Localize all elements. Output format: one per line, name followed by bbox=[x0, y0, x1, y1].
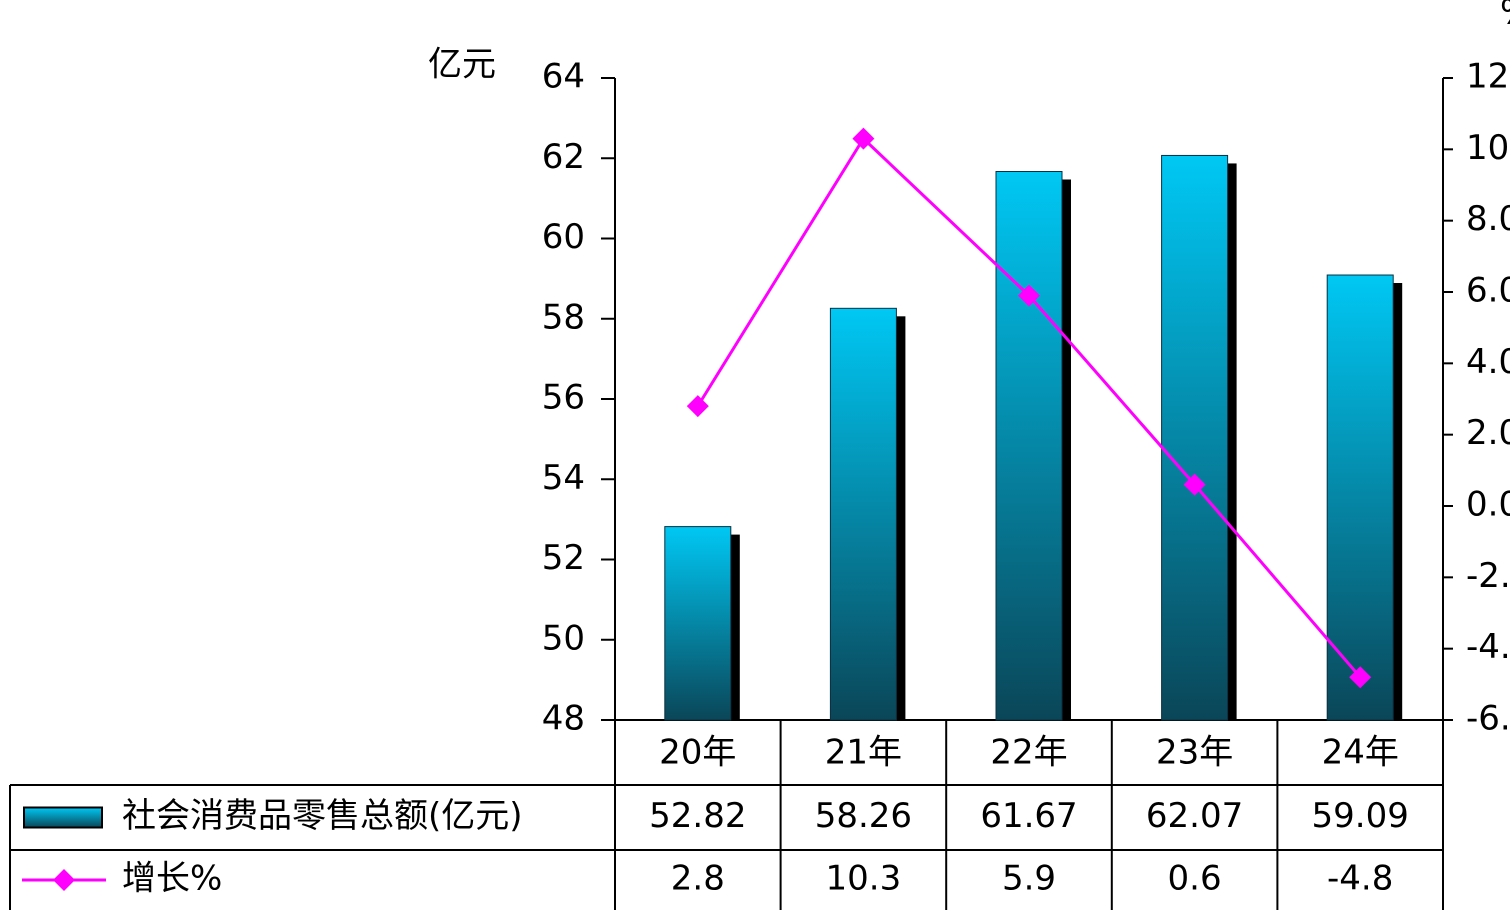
table-value: 62.07 bbox=[1146, 796, 1243, 836]
table-value: -4.8 bbox=[1327, 859, 1393, 899]
y-tick-label: 58 bbox=[542, 297, 585, 337]
table-value: 58.26 bbox=[815, 796, 912, 836]
y-tick-label: 48 bbox=[542, 699, 585, 739]
table-value: 61.67 bbox=[980, 796, 1077, 836]
y2-tick-label: 0.0 bbox=[1466, 485, 1510, 525]
bar bbox=[829, 307, 897, 721]
y2-tick-label: 6.0 bbox=[1466, 271, 1510, 311]
x-tick-label: 21年 bbox=[825, 733, 902, 773]
y2-tick-label: -6.0 bbox=[1466, 699, 1510, 739]
table-value: 59.09 bbox=[1312, 796, 1409, 836]
y2-tick-label: 10.0 bbox=[1466, 128, 1510, 168]
bar bbox=[1161, 154, 1229, 721]
y2-tick-label: 4.0 bbox=[1466, 342, 1510, 382]
bar bbox=[995, 170, 1063, 721]
y-tick-label: 62 bbox=[542, 137, 585, 177]
y2-tick-label: 8.0 bbox=[1466, 199, 1510, 239]
y2-axis-label: % bbox=[1500, 0, 1510, 33]
marker bbox=[852, 127, 875, 150]
legend-label: 增长% bbox=[122, 859, 222, 899]
y2-tick-label: -4.0 bbox=[1466, 627, 1510, 667]
bar bbox=[664, 526, 732, 721]
x-tick-label: 20年 bbox=[659, 733, 736, 773]
y2-tick-label: -2.0 bbox=[1466, 556, 1510, 596]
y2-tick-label: 12.0 bbox=[1466, 57, 1510, 97]
y-axis-label: 亿元 bbox=[428, 45, 496, 85]
legend-marker bbox=[53, 869, 75, 891]
y-tick-label: 50 bbox=[542, 618, 585, 658]
table-value: 5.9 bbox=[1002, 859, 1056, 899]
marker bbox=[1018, 284, 1040, 307]
table-value: 52.82 bbox=[649, 796, 746, 836]
x-tick-label: 24年 bbox=[1322, 733, 1399, 773]
y-tick-label: 56 bbox=[542, 378, 585, 418]
table-value: 0.6 bbox=[1168, 859, 1222, 899]
legend-label: 社会消费品零售总额(亿元) bbox=[122, 796, 523, 836]
marker bbox=[1349, 666, 1372, 689]
bar bbox=[1326, 274, 1394, 721]
marker bbox=[686, 395, 709, 418]
y-tick-label: 54 bbox=[542, 458, 585, 498]
y-tick-label: 64 bbox=[542, 57, 585, 97]
x-tick-label: 23年 bbox=[1156, 733, 1233, 773]
x-tick-label: 22年 bbox=[990, 733, 1067, 773]
y2-tick-label: 2.0 bbox=[1466, 413, 1510, 453]
legend-swatch bbox=[23, 806, 103, 829]
y-tick-label: 60 bbox=[542, 217, 585, 257]
table-value: 2.8 bbox=[671, 859, 725, 899]
y-tick-label: 52 bbox=[542, 538, 585, 578]
table-value: 10.3 bbox=[826, 859, 902, 899]
marker bbox=[1183, 473, 1206, 496]
